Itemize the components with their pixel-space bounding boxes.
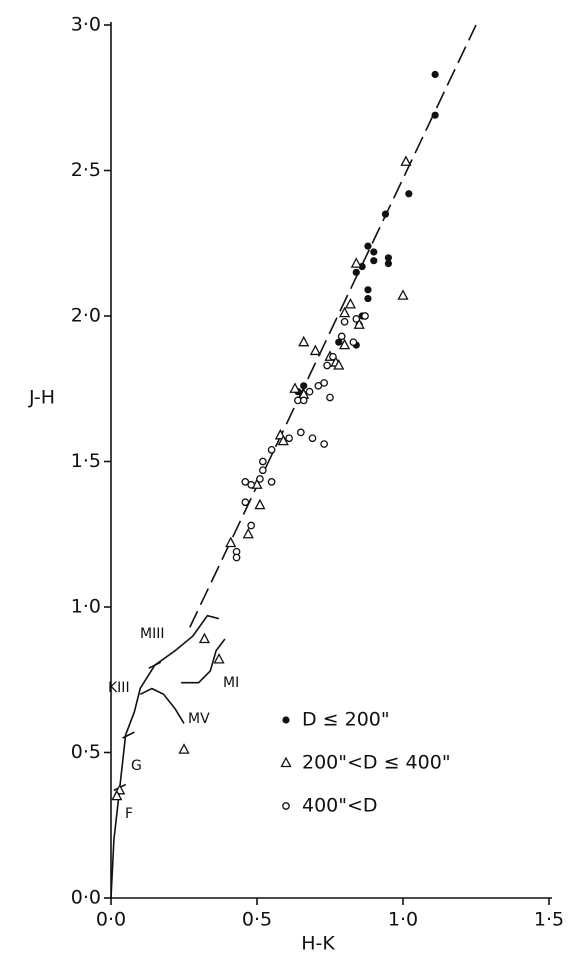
cross-mark — [122, 731, 135, 739]
point — [213, 652, 225, 664]
legend-marker — [280, 756, 292, 768]
point — [232, 553, 241, 562]
point — [326, 393, 334, 402]
point — [247, 521, 256, 530]
point — [381, 210, 390, 218]
legend-label: 200"<D ≤ 400" — [302, 752, 451, 774]
point — [285, 434, 293, 443]
x-axis-label: H-K — [301, 933, 335, 955]
sequence-curve — [181, 638, 226, 684]
fit-line — [189, 24, 477, 628]
point — [308, 434, 317, 443]
point — [267, 446, 276, 454]
y-axis-label: J-H — [28, 387, 55, 409]
y-tick-label: 0·0 — [71, 887, 101, 909]
x-tick-label: 0·0 — [96, 909, 126, 931]
point — [289, 382, 301, 393]
point — [320, 440, 329, 448]
point — [431, 70, 439, 79]
annotation: F — [125, 806, 133, 822]
point — [339, 306, 351, 318]
y-tick-label: 2·0 — [71, 305, 101, 327]
point — [323, 361, 331, 370]
point — [277, 434, 289, 446]
point — [299, 396, 308, 405]
point — [431, 111, 439, 119]
point — [352, 268, 360, 276]
x-tick-label: 0·5 — [242, 909, 272, 931]
point — [242, 527, 254, 539]
y-tick-label: 2·5 — [71, 159, 101, 181]
point — [352, 315, 361, 323]
legend-marker — [282, 716, 290, 724]
point — [384, 260, 392, 268]
point — [258, 457, 267, 466]
point — [258, 466, 267, 475]
point — [111, 789, 123, 801]
y-tick-label: 1·5 — [71, 450, 101, 472]
point — [241, 498, 250, 507]
point — [241, 478, 250, 486]
point — [339, 338, 351, 350]
point — [353, 318, 365, 329]
annotation: MI — [223, 675, 239, 691]
point — [298, 335, 310, 347]
point — [364, 286, 372, 294]
point — [361, 312, 369, 320]
point — [397, 289, 409, 300]
cross-mark — [148, 661, 162, 669]
x-tick-label: 1·5 — [534, 909, 564, 931]
point — [364, 242, 372, 250]
y-tick-label: 1·0 — [71, 596, 101, 618]
point — [344, 297, 357, 309]
legend-label: D ≤ 200" — [302, 709, 390, 731]
point — [364, 294, 372, 303]
point — [370, 257, 378, 265]
point — [337, 332, 346, 341]
annotation: KIII — [108, 680, 130, 696]
point — [335, 338, 343, 346]
point — [350, 257, 362, 268]
point — [309, 344, 321, 356]
point — [400, 155, 412, 166]
point — [247, 480, 256, 489]
y-tick-label: 3·0 — [71, 14, 101, 36]
point — [329, 352, 337, 361]
legend-marker — [282, 802, 290, 810]
point — [384, 254, 392, 262]
point — [333, 359, 345, 370]
legend-label: 400"<D — [302, 795, 378, 817]
x-tick-label: 1·0 — [388, 909, 418, 931]
point — [349, 338, 358, 347]
point — [225, 536, 237, 548]
point — [358, 262, 366, 271]
point — [370, 248, 378, 256]
point — [340, 317, 349, 326]
point — [267, 478, 276, 486]
point — [320, 379, 329, 387]
point — [178, 743, 190, 754]
sequence-curve — [110, 614, 220, 899]
annotation: MV — [188, 711, 210, 727]
y-tick-label: 0·5 — [71, 741, 101, 763]
annotation: MIII — [140, 626, 164, 642]
point — [405, 190, 413, 198]
point — [305, 387, 314, 396]
sequence-curve — [139, 687, 185, 724]
point — [314, 381, 323, 390]
point — [300, 382, 308, 390]
point — [256, 475, 264, 483]
point — [296, 428, 305, 437]
point — [198, 632, 211, 644]
point — [254, 498, 266, 510]
annotation: G — [131, 758, 142, 774]
